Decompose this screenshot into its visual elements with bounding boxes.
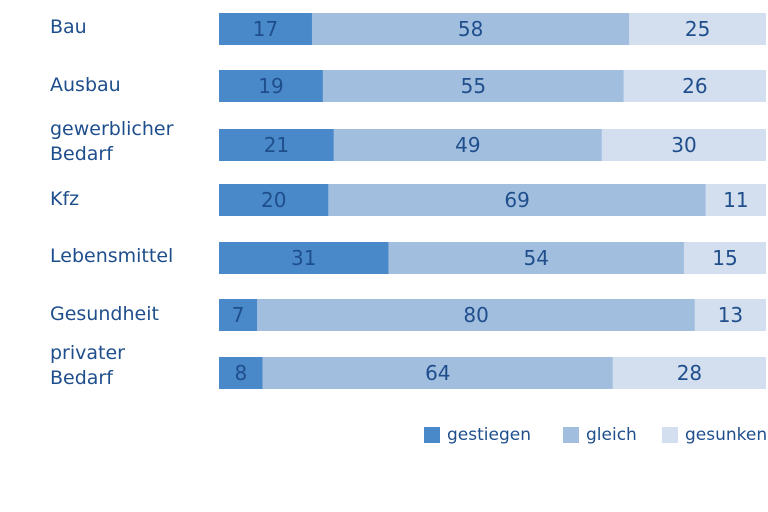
bar-segment-gleich	[262, 357, 613, 389]
legend-swatch	[563, 427, 579, 443]
category-label: privater Bedarf	[50, 342, 125, 389]
legend-item-gestiegen: gestiegen	[424, 424, 531, 446]
data-label: 15	[712, 246, 737, 270]
legend-swatch	[424, 427, 440, 443]
bar-segment-gesunken	[705, 184, 766, 216]
legend-label: gleich	[586, 425, 637, 445]
bar-segment-gleich	[257, 299, 695, 331]
legend-item-gleich: gleich	[563, 424, 637, 446]
data-label: 54	[524, 246, 549, 270]
data-label: 80	[463, 303, 488, 327]
legend-label: gesunken	[685, 425, 768, 445]
bar-segment-gestiegen	[219, 242, 389, 274]
category-label: Ausbau	[50, 74, 121, 96]
data-label: 11	[723, 188, 748, 212]
data-label: 17	[253, 17, 278, 41]
bar-segment-gestiegen	[219, 357, 263, 389]
data-label: 25	[685, 17, 710, 41]
data-label: 21	[264, 133, 289, 157]
data-label: 58	[458, 17, 483, 41]
category-label: Lebensmittel	[50, 245, 174, 267]
legend-label: gestiegen	[447, 425, 531, 445]
bar-segment-gleich	[328, 184, 706, 216]
bar-segment-gleich	[388, 242, 684, 274]
category-label: Gesundheit	[50, 303, 159, 325]
data-label: 26	[682, 74, 707, 98]
legend-item-gesunken: gesunken	[662, 424, 767, 446]
data-label: 7	[232, 303, 245, 327]
bar-segment-gleich	[322, 70, 624, 102]
bar-segment-gesunken	[694, 299, 766, 331]
bar-segment-gestiegen	[219, 184, 329, 216]
bar-segment-gleich	[311, 13, 630, 45]
data-label: 55	[461, 74, 486, 98]
bar-segment-gesunken	[623, 70, 766, 102]
category-label: Bau	[50, 16, 87, 38]
category-label: Kfz	[50, 188, 80, 210]
data-label: 69	[504, 188, 529, 212]
bar-segment-gesunken	[683, 242, 766, 274]
bar-segment-gleich	[333, 129, 602, 161]
bar-segment-gestiegen	[219, 70, 323, 102]
data-label: 30	[671, 133, 696, 157]
data-label: 28	[677, 361, 702, 385]
bar-segment-gesunken	[612, 357, 766, 389]
data-label: 31	[291, 246, 316, 270]
data-label: 19	[258, 74, 283, 98]
bar-segment-gestiegen	[219, 299, 258, 331]
bar-segment-gesunken	[629, 13, 766, 45]
bar-segment-gestiegen	[219, 129, 334, 161]
data-label: 8	[235, 361, 248, 385]
data-label: 49	[455, 133, 480, 157]
data-label: 20	[261, 188, 286, 212]
category-label: gewerblicher Bedarf	[50, 118, 174, 165]
bar-segment-gestiegen	[219, 13, 312, 45]
data-label: 64	[425, 361, 450, 385]
bar-segment-gesunken	[601, 129, 766, 161]
legend-swatch	[662, 427, 678, 443]
data-label: 13	[718, 303, 743, 327]
